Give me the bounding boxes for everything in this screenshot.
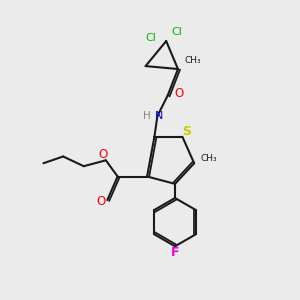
- Text: O: O: [96, 195, 106, 208]
- Text: S: S: [182, 125, 191, 138]
- Text: O: O: [174, 87, 184, 100]
- Text: N: N: [154, 111, 163, 121]
- Text: H: H: [143, 111, 151, 121]
- Text: Cl: Cl: [146, 33, 156, 43]
- Text: O: O: [98, 148, 107, 161]
- Text: Cl: Cl: [171, 27, 182, 37]
- Text: CH₃: CH₃: [185, 56, 202, 65]
- Text: F: F: [171, 246, 179, 259]
- Text: CH₃: CH₃: [201, 154, 217, 163]
